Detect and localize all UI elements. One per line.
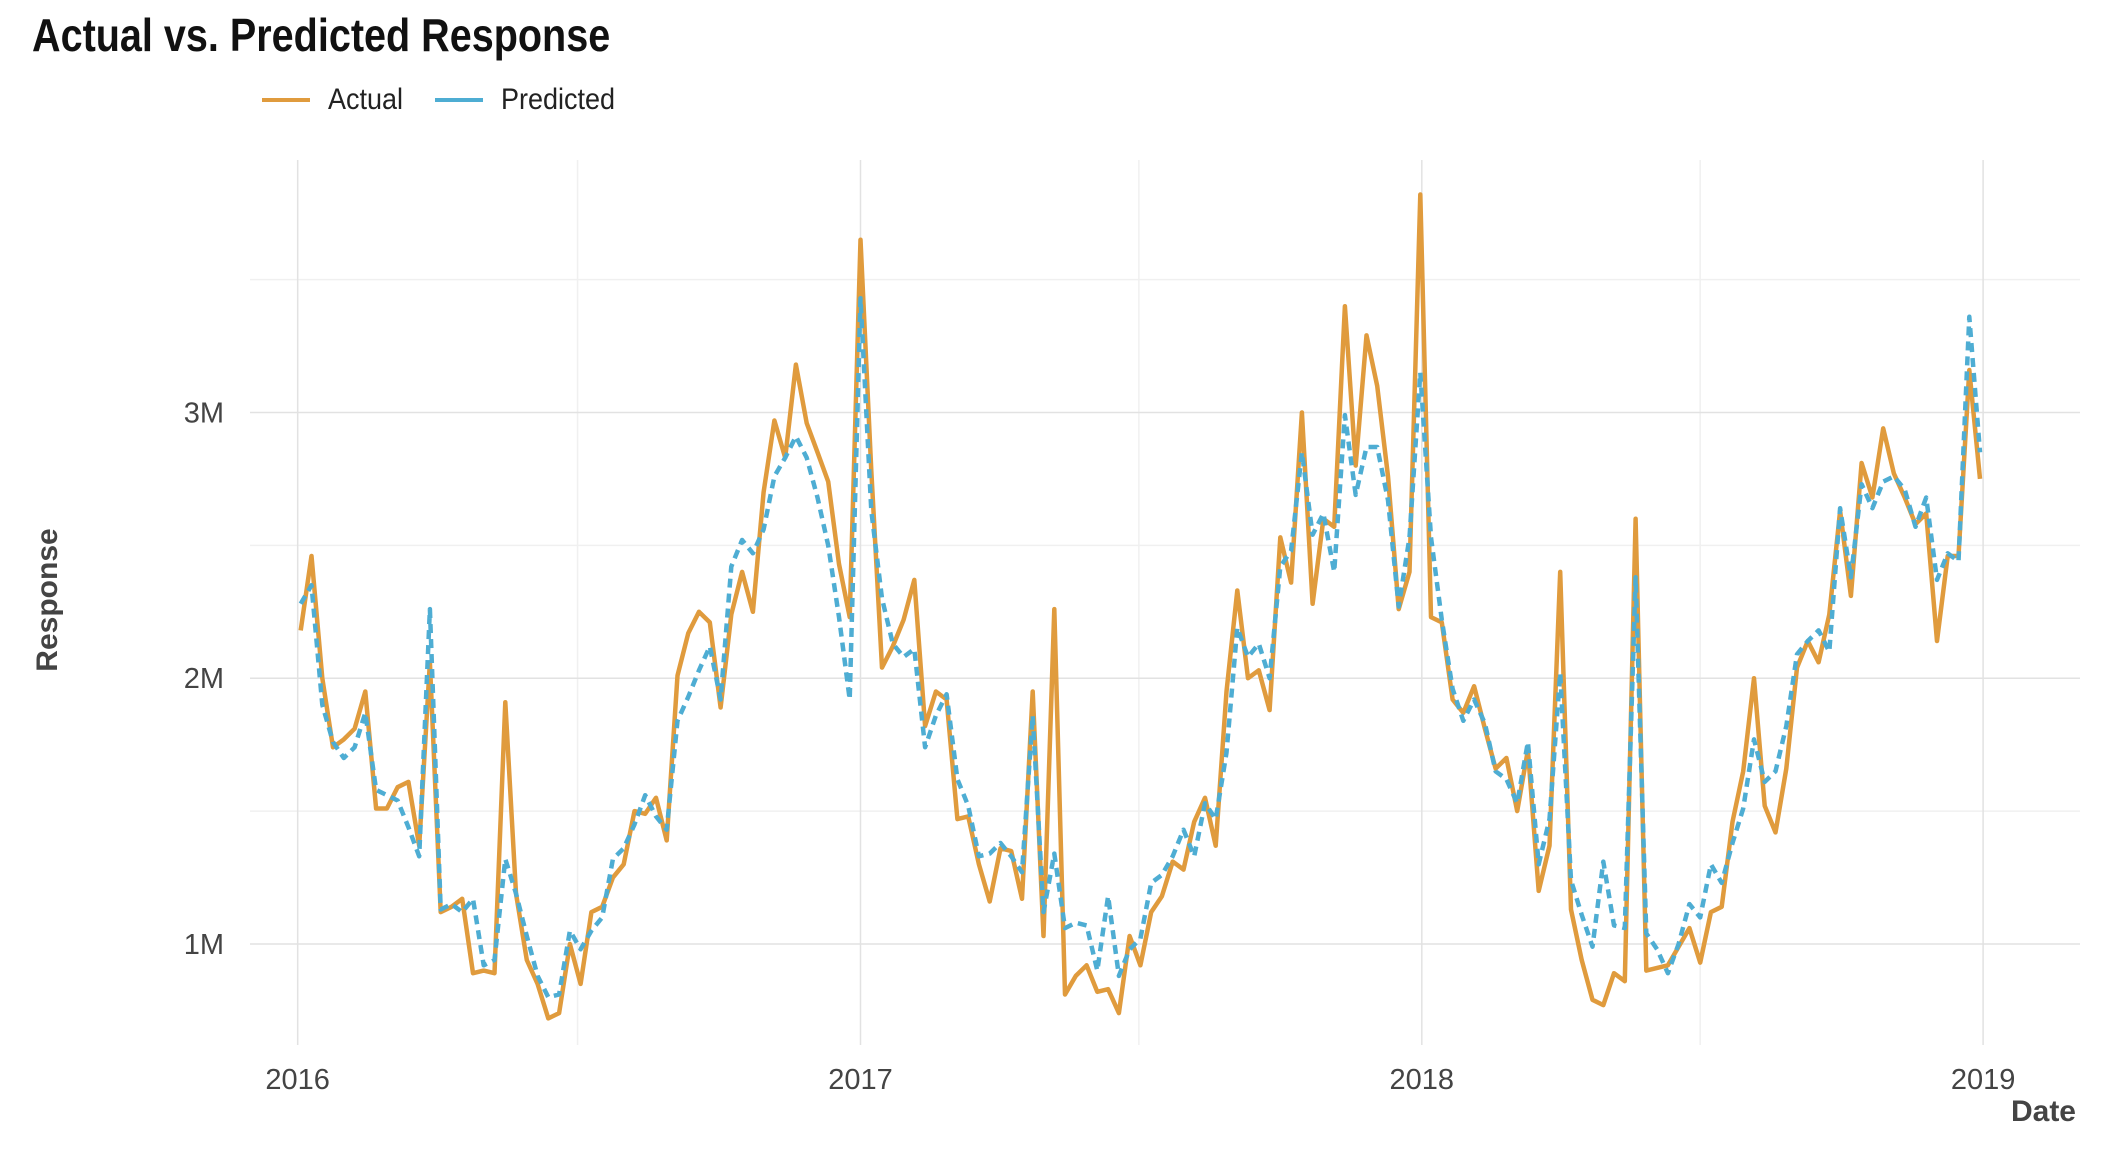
x-tick-label-2016: 2016 — [265, 1064, 330, 1096]
legend-key-predicted — [435, 98, 484, 102]
y-tick-label-2M: 2M — [184, 663, 224, 695]
x-tick-label-2017: 2017 — [828, 1064, 893, 1096]
legend-label-actual: Actual — [328, 83, 404, 116]
x-tick-label-2019: 2019 — [1951, 1064, 2016, 1096]
series-line-predicted — [298, 295, 1983, 1000]
y-tick-label-3M: 3M — [184, 397, 224, 429]
x-axis-title: Date — [2010, 1095, 2076, 1128]
legend-key-actual — [262, 98, 310, 102]
legend-item-predicted: Predicted — [435, 83, 628, 117]
x-tick-label-2018: 2018 — [1390, 1064, 1455, 1096]
chart-title: Actual vs. Predicted Response — [32, 9, 611, 61]
y-tick-label-1M: 1M — [184, 929, 224, 961]
series-line-actual — [298, 192, 1983, 1021]
legend-label-predicted: Predicted — [501, 83, 616, 116]
legend-item-actual: Actual — [262, 83, 411, 117]
legend: Actual Predicted — [262, 80, 652, 120]
